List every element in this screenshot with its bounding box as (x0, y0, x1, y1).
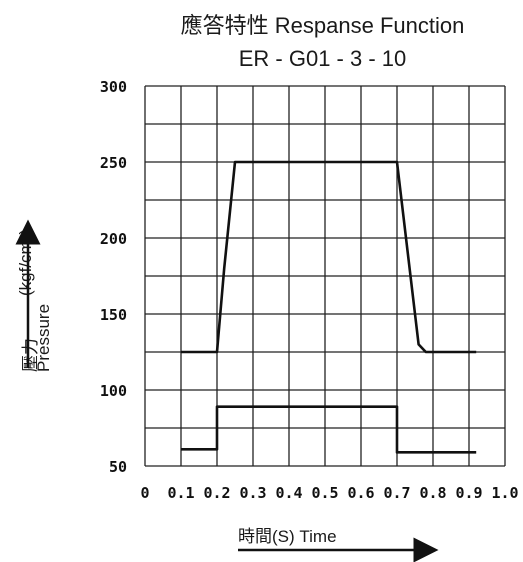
x-tick-label: 0 (140, 484, 149, 502)
x-tick-label: 0.3 (239, 484, 266, 502)
y-tick-label: 250 (100, 154, 127, 172)
tick-labels: 0 0.1 0.2 0.3 0.4 0.5 0.6 0.7 0.8 0.9 1.0 50 100 150 2… (100, 78, 519, 502)
grid (144, 85, 506, 467)
x-axis-label: 時間(S) Time (238, 527, 337, 546)
y-tick-label: 50 (109, 458, 127, 476)
y-tick-label: 100 (100, 382, 127, 400)
x-tick-label: 0.6 (347, 484, 374, 502)
control-signal-line (181, 405, 477, 454)
y-tick-label: 200 (100, 230, 127, 248)
series-lines (181, 160, 477, 454)
x-tick-label: 0.9 (455, 484, 482, 502)
x-tick-label: 0.4 (275, 484, 302, 502)
x-tick-label: 0.5 (311, 484, 338, 502)
x-tick-label: 1.0 (491, 484, 518, 502)
chart-subtitle: ER - G01 - 3 - 10 (238, 46, 407, 71)
x-tick-label: 0.7 (383, 484, 410, 502)
pressure-response-line (181, 160, 477, 354)
y-tick-label: 300 (100, 78, 127, 96)
y-tick-label: 150 (100, 306, 127, 324)
x-tick-label: 0.8 (419, 484, 446, 502)
x-tick-label: 0.1 (167, 484, 194, 502)
chart-title: 應答特性 Respanse Function (180, 13, 465, 38)
x-tick-label: 0.2 (203, 484, 230, 502)
